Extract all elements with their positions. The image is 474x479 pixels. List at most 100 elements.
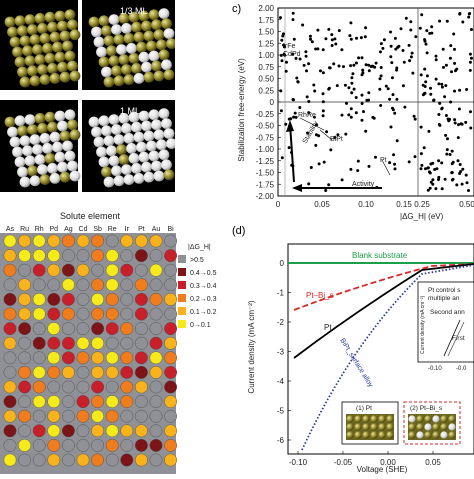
c-point xyxy=(327,86,331,90)
heatmap-cell xyxy=(120,380,134,394)
atom xyxy=(123,74,135,85)
c-point xyxy=(319,69,322,73)
atom xyxy=(44,153,56,164)
atom xyxy=(103,135,115,147)
c-point xyxy=(394,47,398,51)
atom xyxy=(37,23,48,34)
atom xyxy=(67,60,78,72)
heatmap-cell xyxy=(62,263,75,277)
c-point xyxy=(458,163,462,166)
heatmap-cell xyxy=(76,453,90,467)
c-point xyxy=(304,50,308,54)
heatmap-cell xyxy=(149,409,163,423)
c-point xyxy=(437,113,441,116)
c-point xyxy=(390,61,394,65)
c-point xyxy=(360,56,364,60)
atom xyxy=(64,9,76,21)
c-point xyxy=(423,85,427,88)
heatmap-cell xyxy=(32,409,46,423)
ann-activity: Activity xyxy=(352,181,375,188)
atom xyxy=(143,71,155,83)
heatmap-cell xyxy=(3,395,17,409)
heatmap-cell xyxy=(18,293,32,306)
heatmap-cell xyxy=(149,249,163,262)
ann-leader-2 xyxy=(319,129,333,141)
c-point xyxy=(422,92,426,96)
atom xyxy=(148,109,160,121)
atom xyxy=(9,136,21,148)
c-point xyxy=(317,162,321,166)
c-point xyxy=(314,47,318,51)
c-point xyxy=(310,40,314,44)
c-point xyxy=(391,93,395,97)
atom xyxy=(4,16,16,28)
atom xyxy=(133,173,145,184)
atom xyxy=(103,35,115,47)
heatmap-cell xyxy=(62,438,75,452)
thumb-atom xyxy=(354,415,362,423)
panel-d: (d) Current density (mA cm⁻²) 0 -1 -2 -3 -4 -… xyxy=(232,222,474,474)
heatmap-cell xyxy=(91,424,105,438)
heatmap-cell xyxy=(149,336,163,350)
c-point xyxy=(389,30,392,34)
heatmap-cell xyxy=(18,351,32,365)
c-point xyxy=(334,42,338,46)
c-point xyxy=(407,43,411,47)
atom xyxy=(133,31,145,43)
heatmap-cell xyxy=(120,351,134,365)
c-ytick: -1.50 xyxy=(256,169,275,178)
c-point xyxy=(379,104,383,107)
c-point xyxy=(330,33,334,37)
panel-c-ylabel: Stabilization free-energy (eV) xyxy=(237,58,246,162)
c-point xyxy=(467,12,471,16)
c-point xyxy=(355,36,358,40)
heatmap-cell xyxy=(134,365,148,379)
c-point xyxy=(444,63,448,67)
atom xyxy=(44,53,56,64)
heatmap-cell xyxy=(32,365,46,379)
c-point xyxy=(440,161,444,165)
heatmap-cell xyxy=(134,307,148,321)
heatmap-cell xyxy=(105,438,119,452)
atom xyxy=(54,110,66,122)
heatmap-cell xyxy=(62,395,75,409)
c-point xyxy=(363,35,367,39)
atom xyxy=(101,25,112,37)
heatmap-cell xyxy=(120,322,134,336)
heatmap-cell xyxy=(18,409,32,423)
c-point xyxy=(350,81,354,85)
atom xyxy=(118,13,130,24)
heatmap-cell xyxy=(164,380,178,394)
c-point xyxy=(448,153,452,156)
c-point xyxy=(360,102,364,105)
atom xyxy=(166,38,177,49)
atom xyxy=(34,154,46,166)
c-point xyxy=(279,16,282,20)
heatmap-cell xyxy=(3,424,17,438)
c-point xyxy=(419,73,423,77)
c-point xyxy=(401,84,405,88)
thumb-atom xyxy=(424,415,432,423)
atom xyxy=(128,153,140,164)
c-point xyxy=(444,114,448,117)
c-point xyxy=(343,83,347,87)
atom xyxy=(138,10,150,22)
c-point xyxy=(378,87,382,91)
atom xyxy=(128,53,140,64)
atom xyxy=(64,150,76,162)
c-point xyxy=(392,153,396,157)
heatmap-cell xyxy=(62,293,75,306)
heatmap-cell xyxy=(164,438,178,452)
heatmap-cell xyxy=(91,249,105,262)
heatmap-cell xyxy=(91,234,105,248)
thumb-atom xyxy=(354,423,362,431)
panel-b-heatmap: Solute element As Ru Rh Pd Ag Cd Sb Re Ir Pt Au Bi … xyxy=(0,211,217,474)
c-point xyxy=(446,137,449,141)
c-point xyxy=(469,110,472,114)
c-point xyxy=(453,89,456,93)
heatmap-cell xyxy=(120,409,134,423)
heatmap-cell xyxy=(32,293,46,306)
thumb-atom xyxy=(408,423,416,431)
atom xyxy=(101,125,112,137)
c-point xyxy=(432,98,436,102)
